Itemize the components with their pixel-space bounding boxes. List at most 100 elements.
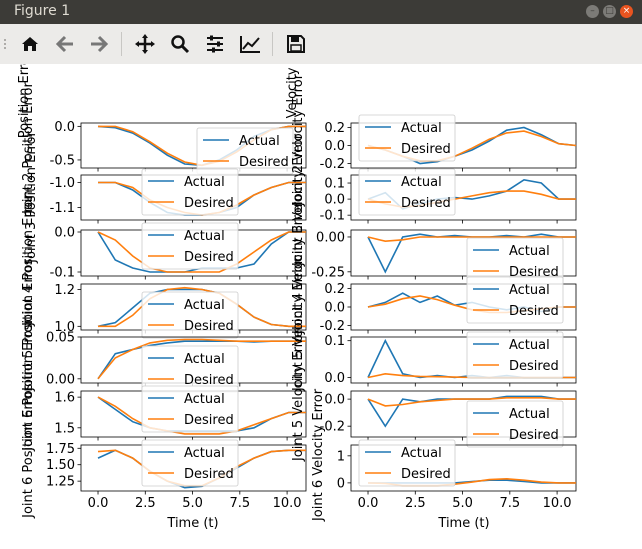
legend-desired-label: Desired (509, 304, 559, 319)
toolbar-separator (272, 32, 273, 56)
y-tick-label: 0.0 (324, 393, 345, 408)
x-tick-label: 7.5 (499, 496, 520, 511)
subplot-axes-frame (350, 444, 577, 492)
save-icon (287, 35, 305, 53)
desired-series-line (98, 286, 306, 328)
y-tick-label: -0.1 (50, 266, 75, 281)
legend-desired-label: Desired (401, 142, 451, 157)
y-tick-label: -0.2 (320, 319, 345, 334)
window-title: Figure 1 (14, 3, 71, 19)
legend-desired-label: Desired (239, 155, 289, 170)
legend-actual-label: Actual (509, 283, 550, 298)
desired-series-line (367, 236, 576, 243)
configure-subplots-button[interactable] (201, 30, 229, 58)
x-axis-label-left: Time (t) (166, 516, 218, 531)
right-ylabel: Joint 6 Velocity Error (311, 388, 326, 522)
desired-series-line (97, 396, 306, 435)
legend-actual-label: Actual (239, 134, 280, 149)
edit-axis-icon (240, 36, 260, 53)
left-ylabel: Joint 6 Position Error (21, 318, 36, 451)
y-tick-label: 0.0 (324, 193, 345, 208)
legend-desired-label: Desired (184, 467, 234, 482)
legend-desired-label: Desired (509, 359, 559, 374)
y-tick-label: 1.6 (54, 391, 75, 406)
y-tick-label: -0.25 (311, 265, 345, 280)
maximize-icon[interactable]: □ (603, 5, 616, 18)
toolbar-separator (121, 32, 122, 56)
legend-desired-label: Desired (184, 373, 234, 388)
right-ylabel: Joint 2 Velocity Error (291, 73, 306, 207)
legend-desired-label: Desired (184, 250, 234, 265)
legend-actual-label: Actual (401, 121, 442, 136)
y-tick-label: 1.2 (54, 283, 75, 298)
left-ylabel: Joint 4 Position Error (21, 193, 36, 326)
configure-subplots-icon (207, 35, 223, 53)
legend-actual-label: Actual (509, 244, 550, 259)
forward-button[interactable] (85, 30, 113, 58)
right-ylabel: Joint 5 Velocity Error (291, 258, 306, 392)
subplot-axes-frame (80, 122, 307, 169)
legend-actual-label: Actual (184, 175, 225, 190)
subplot-axes-frame (350, 229, 577, 277)
left-ylabel: Joint 2 Position Error (21, 81, 36, 214)
y-tick-label: 0.0 (324, 301, 345, 316)
close-icon[interactable]: × (620, 5, 633, 18)
y-tick-label: -0.1 (320, 209, 345, 224)
left-ylabel: Joint 3 Position Error (24, 130, 39, 263)
zoom-button[interactable] (166, 30, 194, 58)
x-axis-label-right: Time (t) (437, 516, 489, 531)
y-tick-label: 0.0 (54, 120, 75, 135)
toolbar (0, 24, 642, 65)
y-tick-label: 0.00 (316, 230, 345, 245)
minimize-icon[interactable]: – (586, 5, 599, 18)
legend-actual-label: Actual (184, 446, 225, 461)
y-tick-label: 0 (337, 476, 345, 491)
home-button[interactable] (16, 30, 44, 58)
legend-actual-label: Actual (184, 392, 225, 407)
y-tick-label: 0.1 (324, 334, 345, 349)
edit-axis-button[interactable] (236, 30, 264, 58)
x-tick-label: 10.0 (543, 496, 572, 511)
legend-actual-label: Actual (509, 338, 550, 353)
save-button[interactable] (282, 30, 310, 58)
legend-desired-label: Desired (401, 467, 451, 482)
title-bar: Figure 1 – □ × (0, 0, 642, 24)
y-tick-label: 0.0 (324, 139, 345, 154)
legend-desired-label: Desired (184, 196, 234, 211)
subplot-axes-frame (350, 336, 577, 384)
legend-desired-label: Desired (184, 413, 234, 428)
subplots-figure: 0.0 -0.5 Actual Desired 0.2 0.0 -0.2 Actual Desi… (17, 31, 577, 531)
y-tick-label: 1.50 (46, 458, 75, 473)
left-ylabel: Joint 5 Position Error (21, 258, 36, 391)
y-tick-label: -1.0 (50, 176, 75, 191)
y-tick-label: 0.1 (324, 177, 345, 192)
legend-actual-label: Actual (401, 175, 442, 190)
grip-icon (4, 39, 6, 49)
legend-desired-label: Desired (509, 265, 559, 280)
subplot-axes-frame (350, 174, 577, 221)
y-tick-label: 0.0 (54, 226, 75, 241)
back-icon (55, 35, 73, 53)
x-tick-label: 0.0 (88, 496, 109, 511)
figure-canvas[interactable]: 0.0 -0.5 Actual Desired 0.2 0.0 -0.2 Actual Desi… (0, 31, 642, 545)
pan-button[interactable] (131, 30, 159, 58)
pan-icon (135, 34, 155, 54)
legend-actual-label: Actual (401, 446, 442, 461)
left-ylabel: Position Error (17, 64, 32, 138)
back-button[interactable] (51, 30, 79, 58)
legend-actual-label: Actual (184, 298, 225, 313)
desired-series-line (367, 396, 576, 407)
legend-actual-label: Actual (184, 229, 225, 244)
right-ylabel: Joint 3 Velocity Error (291, 133, 306, 267)
desired-series-line (97, 338, 306, 380)
y-tick-label: 1.75 (46, 442, 75, 457)
y-tick-label: 0.05 (46, 331, 75, 346)
zoom-icon (171, 35, 190, 54)
legend-actual-label: Actual (509, 407, 550, 422)
x-tick-label: 2.5 (135, 496, 156, 511)
y-tick-label: 0.2 (324, 121, 345, 136)
y-tick-label: 1.0 (54, 320, 75, 335)
y-tick-label: -0.2 (320, 420, 345, 435)
desired-series-line (97, 231, 306, 273)
right-ylabel: Joint 4 Velocity Error (291, 201, 306, 335)
